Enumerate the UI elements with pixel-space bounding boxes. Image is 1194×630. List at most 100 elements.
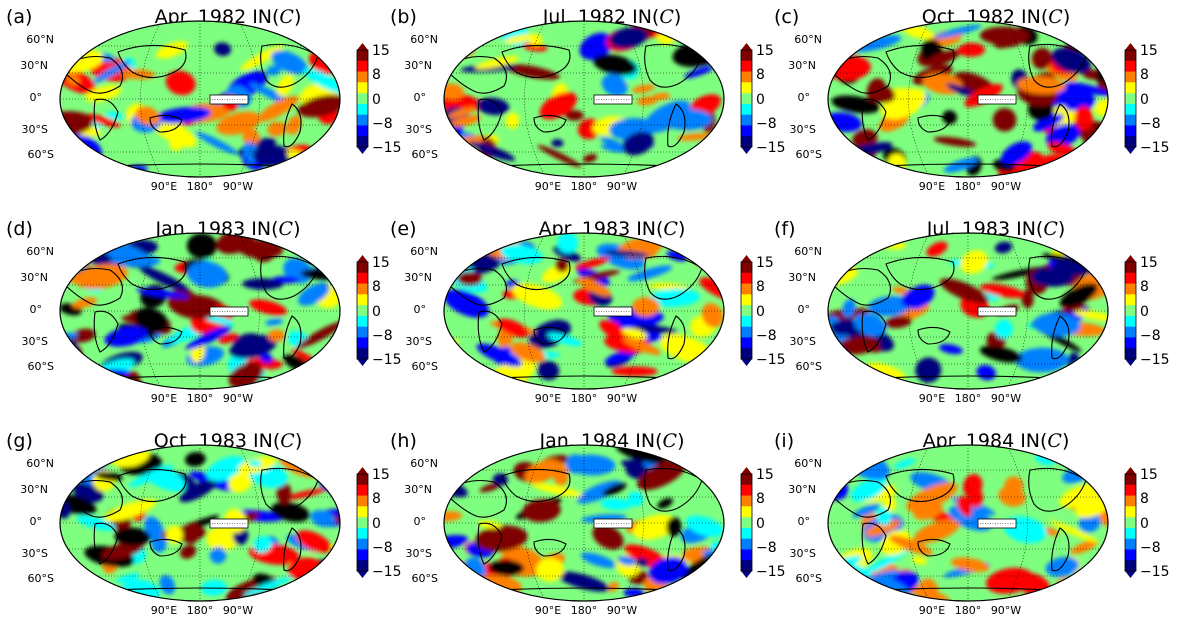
anomaly-blob — [292, 446, 340, 468]
colorbar-segment — [1125, 93, 1136, 105]
panel-label: (d) — [6, 218, 33, 240]
colorbar-extend-max — [741, 467, 752, 474]
anomaly-blob — [512, 282, 563, 310]
anomaly-blob — [565, 110, 584, 121]
anomaly-blob — [1073, 310, 1108, 321]
colorbar-extend-max — [1125, 255, 1136, 262]
coastline — [644, 255, 703, 300]
anomaly-blob — [450, 115, 482, 127]
colorbar-tick-label: −15 — [1140, 352, 1170, 368]
anomaly-blob — [72, 297, 98, 309]
anomaly-blob — [179, 479, 217, 503]
anomaly-blob — [135, 288, 189, 299]
anomaly-blob — [489, 559, 525, 576]
anomaly-blob — [938, 344, 963, 355]
longitude-label: 90°W — [990, 604, 1022, 617]
coastline — [917, 538, 951, 557]
anomaly-blob — [555, 571, 610, 592]
map-svg — [827, 20, 1137, 178]
colorbar-segment — [357, 560, 368, 572]
latitude-label: 60°N — [794, 245, 822, 258]
anomaly-blob — [579, 32, 613, 60]
latitude-label: 30°S — [21, 335, 48, 348]
anomaly-blob — [609, 27, 647, 49]
anomaly-blob — [509, 342, 546, 363]
latitude-label: 30°S — [789, 335, 816, 348]
panel-label: (e) — [390, 218, 417, 240]
anomaly-blob — [242, 128, 260, 146]
latitude-label: 30°S — [21, 123, 48, 136]
longitude-label: 90°E — [918, 604, 946, 617]
longitude-line — [622, 21, 644, 177]
colorbar-extend-max — [357, 43, 368, 50]
longitude-line — [908, 21, 930, 177]
anomaly-blob — [852, 503, 880, 518]
colorbar-segment — [741, 517, 752, 529]
anomaly-blob — [524, 459, 561, 484]
panel-title-variable: C — [279, 6, 294, 28]
colorbar-segment — [741, 337, 752, 349]
anomaly-blob — [522, 499, 561, 523]
colorbar-segment — [357, 294, 368, 306]
anomaly-blob — [1000, 141, 1033, 165]
anomaly-blob — [994, 241, 1013, 254]
panel-title-variable: C — [278, 218, 294, 240]
anomaly-blob — [850, 477, 887, 502]
graticule — [444, 233, 724, 389]
anomaly-blob — [1089, 152, 1108, 167]
colorbar — [740, 467, 753, 578]
map-outline — [59, 232, 341, 390]
coastline — [477, 522, 503, 565]
colorbar-segment — [357, 71, 368, 83]
anomaly-blob — [828, 144, 842, 158]
nino-box — [209, 94, 249, 105]
colorbar-segment — [357, 125, 368, 137]
anomaly-blob — [135, 106, 161, 126]
anomaly-blob — [867, 84, 896, 104]
colorbar-segment — [741, 93, 752, 105]
anomaly-blob — [632, 84, 655, 94]
coastline — [829, 55, 891, 94]
map-outline — [827, 20, 1109, 178]
nino-box — [977, 94, 1017, 105]
colorbar — [356, 467, 369, 578]
anomaly-blob — [904, 284, 935, 310]
anomaly-blob — [1094, 455, 1108, 474]
longitude-line — [908, 233, 930, 389]
panel-title-variable: C — [659, 6, 674, 28]
anomaly-blob — [565, 454, 585, 474]
map-panel: (c) Oct. 1982 IN(C) 15 8 0 −8 −15 60°N 30°N 0° 30°… — [768, 0, 1170, 206]
longitude-label: 90°W — [606, 180, 638, 193]
anomaly-blob — [159, 574, 176, 595]
nino-box — [593, 518, 633, 529]
map-panel: (i) Apr. 1984 IN(C) 15 8 0 −8 −15 60°N 30°N 0° 30°… — [768, 424, 1170, 630]
longitude-label: 180° — [186, 392, 214, 405]
colorbar-tick-label: 15 — [756, 467, 774, 483]
coastline — [829, 479, 891, 518]
anomaly-blob — [691, 154, 724, 177]
anomaly-blob — [155, 107, 211, 124]
anomaly-blob — [232, 333, 262, 353]
colorbar-tick-label: 0 — [1140, 91, 1149, 108]
longitude-label: 180° — [570, 604, 598, 617]
anomaly-blob — [603, 250, 650, 258]
map-outline — [443, 232, 725, 390]
colorbar-segment — [1125, 326, 1136, 338]
colorbar-segment — [357, 305, 368, 317]
anomaly-blob — [1074, 105, 1094, 131]
colorbar-extend-min — [1125, 147, 1136, 154]
colorbar-segment — [741, 60, 752, 72]
colorbar-tick-label: −15 — [756, 564, 786, 580]
colorbar-tick-label: 8 — [756, 279, 765, 296]
colorbar-segment — [357, 538, 368, 550]
colorbar — [740, 43, 753, 154]
colorbar-segment — [1125, 549, 1136, 561]
coastline — [1051, 527, 1070, 572]
colorbar-segment — [741, 283, 752, 295]
anomaly-blob — [547, 332, 583, 347]
anomaly-blob — [913, 519, 960, 544]
colorbar-tick-label: 8 — [1140, 279, 1149, 296]
colorbar-extend-min — [357, 571, 368, 578]
anomaly-blob — [195, 131, 238, 155]
colorbar-segment — [1125, 50, 1136, 62]
